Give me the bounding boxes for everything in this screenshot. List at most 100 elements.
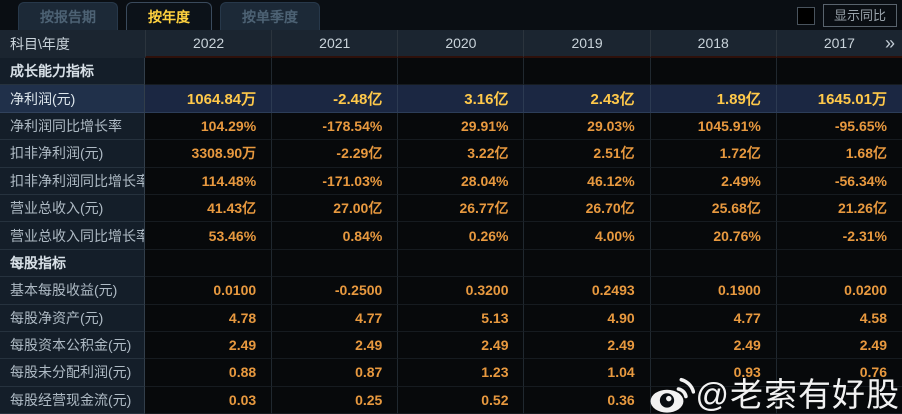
more-years-icon[interactable]: » — [884, 33, 895, 53]
tab-by-quarter[interactable]: 按单季度 — [220, 2, 320, 30]
table-row[interactable]: 净利润(元) 1064.84万 -2.48亿 3.16亿 2.43亿 1.89亿 1645.… — [0, 85, 902, 113]
cell-value — [775, 386, 902, 414]
year-column-header: 2018 — [649, 30, 776, 58]
cell-value: 26.77亿 — [397, 194, 524, 223]
cell-value: 28.04% — [397, 167, 524, 195]
cell-value: 25.68亿 — [649, 194, 776, 223]
year-label: 2021 — [319, 35, 351, 51]
year-label: 2020 — [445, 35, 477, 51]
cell-value: 1.89亿 — [649, 85, 776, 113]
cell-value: 0.76 — [775, 359, 902, 387]
cell-value: 0.84% — [271, 222, 398, 250]
cell-value: 0.36 — [523, 386, 650, 414]
year-column-header: 2019 — [523, 30, 650, 58]
cell-value: 2.51亿 — [523, 140, 650, 168]
year-column-header: 2021 — [271, 30, 398, 58]
table-row[interactable]: 每股资本公积金(元) 2.49 2.49 2.49 2.49 2.49 2.49 — [0, 331, 902, 360]
cell-value: -2.48亿 — [271, 85, 398, 113]
section-row: 成长能力指标 — [0, 58, 902, 86]
row-label: 扣非净利润(元) — [0, 140, 145, 168]
cell-value: 0.87 — [271, 359, 398, 387]
cell-value — [271, 249, 398, 278]
row-label: 营业总收入同比增长率 — [0, 222, 145, 250]
cell-value: 2.49 — [649, 331, 776, 360]
cell-value: 5.13 — [397, 304, 524, 332]
cell-value: 1.72亿 — [649, 140, 776, 168]
cell-value: 20.76% — [649, 222, 776, 250]
cell-value: 2.49 — [397, 331, 524, 360]
cell-value: 0.1900 — [649, 277, 776, 305]
cell-value: 0.03 — [145, 386, 272, 414]
cell-value — [649, 249, 776, 278]
cell-value: -2.29亿 — [271, 140, 398, 168]
table-row[interactable]: 营业总收入同比增长率 53.46% 0.84% 0.26% 4.00% 20.76% -2.… — [0, 222, 902, 250]
cell-value: -171.03% — [271, 167, 398, 195]
cell-value: 1645.01万 — [775, 85, 902, 113]
year-label: 2017 — [823, 35, 855, 51]
cell-value: 2.49 — [523, 331, 650, 360]
cell-value — [649, 386, 776, 414]
table-row[interactable]: 每股未分配利润(元) 0.88 0.87 1.23 1.04 0.93 0.76 — [0, 359, 902, 387]
table-row[interactable]: 基本每股收益(元) 0.0100 -0.2500 0.3200 0.2493 0.1900… — [0, 277, 902, 305]
cell-value: 4.90 — [523, 304, 650, 332]
cell-value — [145, 249, 272, 278]
cell-value: -95.65% — [775, 112, 902, 141]
table-row[interactable]: 每股净资产(元) 4.78 4.77 5.13 4.90 4.77 4.58 — [0, 304, 902, 332]
cell-value: 1064.84万 — [145, 85, 272, 113]
row-label: 扣非净利润同比增长率 — [0, 167, 145, 195]
table-row[interactable]: 净利润同比增长率 104.29% -178.54% 29.91% 29.03% 1045.… — [0, 112, 902, 141]
year-label: 2022 — [193, 35, 225, 51]
row-label: 每股经营现金流(元) — [0, 386, 145, 414]
cell-value: 0.88 — [145, 359, 272, 387]
cell-value: 53.46% — [145, 222, 272, 250]
cell-value: 0.0200 — [775, 277, 902, 305]
cell-value: -56.34% — [775, 167, 902, 195]
table-row[interactable]: 扣非净利润同比增长率 114.48% -171.03% 28.04% 46.12% 2.4… — [0, 167, 902, 195]
cell-value — [397, 249, 524, 278]
cell-value: 0.25 — [271, 386, 398, 414]
year-label: 2018 — [697, 35, 729, 51]
table-row[interactable]: 扣非净利润(元) 3308.90万 -2.29亿 3.22亿 2.51亿 1.72亿 1.6… — [0, 140, 902, 168]
tab-report-period[interactable]: 按报告期 — [18, 2, 118, 30]
cell-value: 41.43亿 — [145, 194, 272, 223]
cell-value: 26.70亿 — [523, 194, 650, 223]
cell-value: 4.77 — [649, 304, 776, 332]
cell-value: 0.3200 — [397, 277, 524, 305]
row-label: 成长能力指标 — [0, 58, 145, 86]
cell-value: -0.2500 — [271, 277, 398, 305]
cell-value: 2.43亿 — [523, 85, 650, 113]
cell-value: 0.52 — [397, 386, 524, 414]
cell-value — [775, 58, 902, 86]
year-column-header: 2017 » — [775, 30, 902, 58]
financial-table: 科目\年度 2022 2021 2020 2019 2018 2017 » 成长能力指标 净利润(… — [0, 30, 902, 414]
row-label: 基本每股收益(元) — [0, 277, 145, 305]
show-yoy-checkbox[interactable] — [796, 6, 815, 25]
year-label: 2019 — [571, 35, 603, 51]
cell-value: 1.68亿 — [775, 140, 902, 168]
yoy-controls: 显示同比 — [796, 4, 897, 27]
tab-by-year[interactable]: 按年度 — [126, 2, 212, 30]
year-column-header: 2022 — [145, 30, 272, 58]
cell-value: 0.26% — [397, 222, 524, 250]
cell-value: 4.78 — [145, 304, 272, 332]
row-label: 每股指标 — [0, 249, 145, 278]
show-yoy-toggle[interactable]: 显示同比 — [822, 4, 897, 27]
cell-value: 4.58 — [775, 304, 902, 332]
cell-value: 27.00亿 — [271, 194, 398, 223]
cell-value: 29.91% — [397, 112, 524, 141]
cell-value: -178.54% — [271, 112, 398, 141]
cell-value: 29.03% — [523, 112, 650, 141]
cell-value — [271, 58, 398, 86]
cell-value: 4.00% — [523, 222, 650, 250]
row-label: 每股净资产(元) — [0, 304, 145, 332]
table-row[interactable]: 每股经营现金流(元) 0.03 0.25 0.52 0.36 — [0, 386, 902, 414]
cell-value: 3.22亿 — [397, 140, 524, 168]
cell-value: 0.0100 — [145, 277, 272, 305]
cell-value: 2.49 — [145, 331, 272, 360]
row-label: 每股未分配利润(元) — [0, 359, 145, 387]
row-label: 净利润同比增长率 — [0, 112, 145, 141]
cell-value: 21.26亿 — [775, 194, 902, 223]
table-row[interactable]: 营业总收入(元) 41.43亿 27.00亿 26.77亿 26.70亿 25.68亿 21… — [0, 194, 902, 223]
row-label: 净利润(元) — [0, 85, 145, 113]
